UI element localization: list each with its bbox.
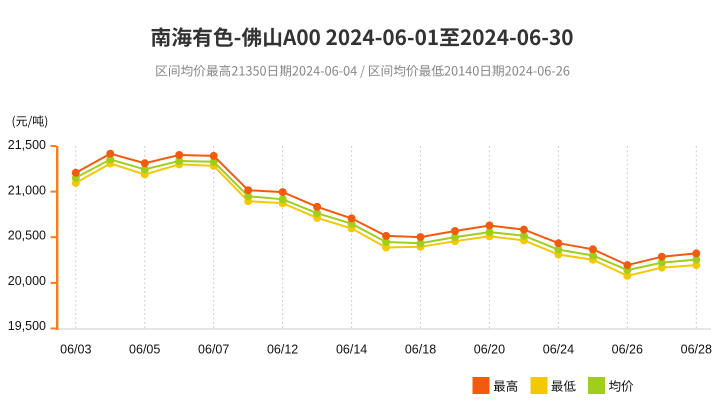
svg-text:06/05: 06/05 — [129, 343, 160, 357]
svg-text:06/20: 06/20 — [474, 343, 505, 357]
svg-text:06/24: 06/24 — [543, 343, 574, 357]
svg-text:06/07: 06/07 — [198, 343, 229, 357]
svg-text:21,500: 21,500 — [8, 138, 46, 152]
svg-text:06/26: 06/26 — [612, 343, 643, 357]
svg-text:19,500: 19,500 — [8, 319, 46, 333]
svg-text:06/03: 06/03 — [60, 343, 91, 357]
svg-text:06/28: 06/28 — [681, 343, 712, 357]
svg-text:20,500: 20,500 — [8, 229, 46, 243]
svg-text:06/12: 06/12 — [267, 343, 298, 357]
svg-text:06/14: 06/14 — [336, 343, 367, 357]
svg-text:20,000: 20,000 — [8, 274, 46, 288]
svg-text:21,000: 21,000 — [8, 184, 46, 198]
svg-text:06/18: 06/18 — [405, 343, 436, 357]
